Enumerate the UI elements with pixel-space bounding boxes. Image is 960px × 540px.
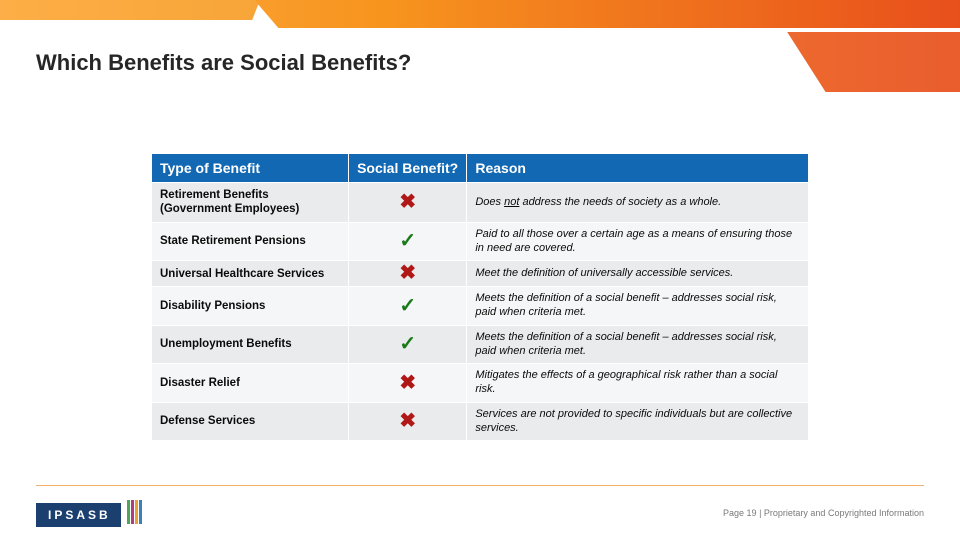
- top-gradient-left: [0, 0, 260, 20]
- cross-icon: ✖: [399, 372, 416, 394]
- cell-type: Disaster Relief: [152, 364, 349, 403]
- cell-type: State Retirement Pensions: [152, 222, 349, 261]
- table-body: Retirement Benefits (Government Employee…: [152, 183, 809, 441]
- cell-reason: Services are not provided to specific in…: [467, 402, 809, 441]
- cell-reason: Paid to all those over a certain age as …: [467, 222, 809, 261]
- cell-type: Unemployment Benefits: [152, 325, 349, 364]
- title-band: Which Benefits are Social Benefits?: [0, 32, 960, 92]
- check-icon: ✓: [399, 295, 416, 317]
- cell-social-mark: ✓: [349, 287, 467, 326]
- cell-reason: Mitigates the effects of a geographical …: [467, 364, 809, 403]
- cell-social-mark: ✖: [349, 364, 467, 403]
- table-row: Retirement Benefits (Government Employee…: [152, 183, 809, 223]
- cell-social-mark: ✓: [349, 222, 467, 261]
- table-row: State Retirement Pensions ✓ Paid to all th…: [152, 222, 809, 261]
- table-row: Disability Pensions ✓ Meets the definition…: [152, 287, 809, 326]
- cell-social-mark: ✓: [349, 325, 467, 364]
- logo-text: IPSASB: [36, 503, 121, 527]
- logo: IPSASB: [36, 500, 156, 524]
- col-header-type: Type of Benefit: [152, 154, 349, 183]
- footer-divider: [36, 485, 924, 486]
- benefits-table-wrap: Type of Benefit Social Benefit? Reason R…: [150, 152, 810, 442]
- benefits-table: Type of Benefit Social Benefit? Reason R…: [151, 153, 809, 441]
- table-row: Defense Services ✖ Services are not provid…: [152, 402, 809, 441]
- cell-social-mark: ✖: [349, 183, 467, 223]
- cell-type: Retirement Benefits (Government Employee…: [152, 183, 349, 223]
- logo-stripes: [127, 500, 143, 529]
- check-icon: ✓: [399, 230, 416, 252]
- cross-icon: ✖: [399, 191, 416, 213]
- footer-text: Page 19 | Proprietary and Copyrighted In…: [723, 508, 924, 518]
- table-row: Universal Healthcare Services ✖ Meet the d…: [152, 261, 809, 287]
- table-header-row: Type of Benefit Social Benefit? Reason: [152, 154, 809, 183]
- table-row: Unemployment Benefits ✓ Meets the definiti…: [152, 325, 809, 364]
- col-header-reason: Reason: [467, 154, 809, 183]
- cross-icon: ✖: [399, 262, 416, 284]
- check-icon: ✓: [399, 333, 416, 355]
- slide: Which Benefits are Social Benefits? Type…: [0, 0, 960, 540]
- footer-page: Page 19: [723, 508, 757, 518]
- cell-social-mark: ✖: [349, 261, 467, 287]
- cross-icon: ✖: [399, 410, 416, 432]
- col-header-social: Social Benefit?: [349, 154, 467, 183]
- cell-reason: Does not address the needs of society as…: [467, 183, 809, 223]
- footer-sep: |: [757, 508, 764, 518]
- cell-type: Defense Services: [152, 402, 349, 441]
- cell-reason: Meet the definition of universally acces…: [467, 261, 809, 287]
- footer-info: Proprietary and Copyrighted Information: [764, 508, 924, 518]
- table-row: Disaster Relief ✖ Mitigates the effects of…: [152, 364, 809, 403]
- cell-reason: Meets the definition of a social benefit…: [467, 287, 809, 326]
- cell-social-mark: ✖: [349, 402, 467, 441]
- cell-reason: Meets the definition of a social benefit…: [467, 325, 809, 364]
- cell-type: Universal Healthcare Services: [152, 261, 349, 287]
- slide-title: Which Benefits are Social Benefits?: [36, 50, 411, 76]
- cell-type: Disability Pensions: [152, 287, 349, 326]
